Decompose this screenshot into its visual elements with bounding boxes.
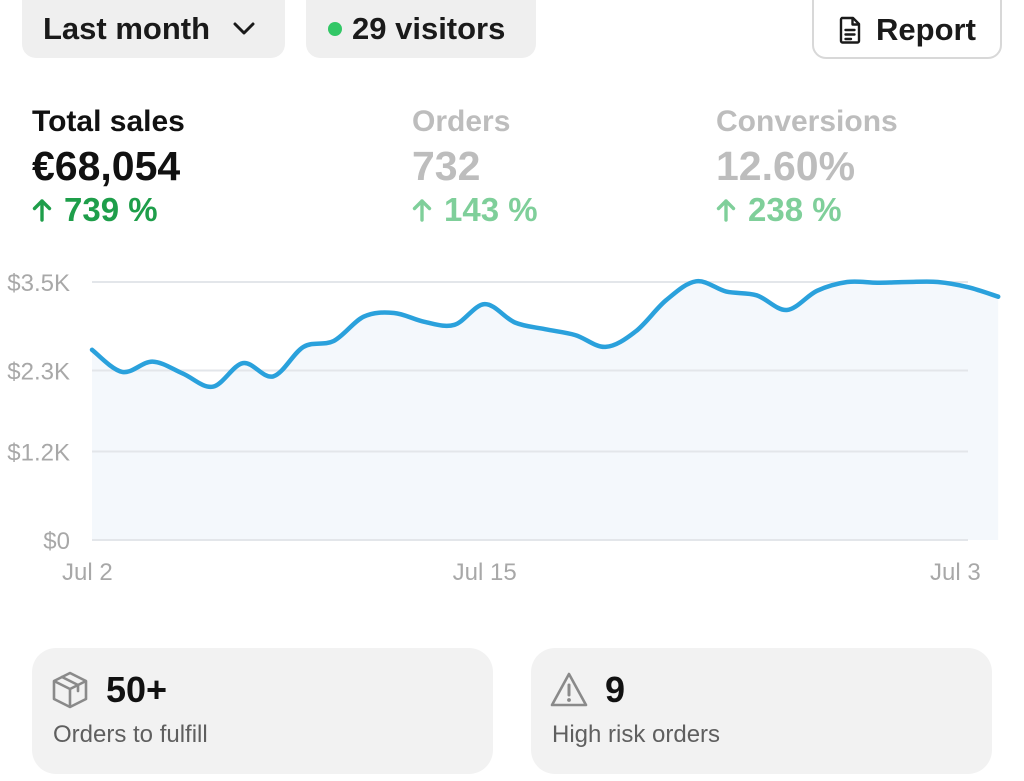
sales-chart[interactable]: $3.5K $2.3K $1.2K $0 Jul 2 Jul 15 Jul 3 (0, 260, 1024, 600)
visitors-count: 29 visitors (352, 11, 506, 46)
y-tick-label: $0 (43, 528, 70, 555)
x-tick-label: Jul 2 (62, 559, 113, 586)
chevron-down-icon (232, 21, 256, 37)
card-value: 9 (605, 669, 626, 710)
metric-value: 12.60% (716, 143, 856, 189)
arrow-up-icon (716, 198, 736, 222)
package-icon (50, 670, 90, 710)
date-range-select[interactable]: Last month (22, 0, 285, 58)
x-tick-label: Jul 3 (930, 559, 981, 586)
report-label: Report (876, 11, 976, 47)
metric-label: Total sales (32, 105, 185, 138)
metric-change-value: 238 % (748, 191, 842, 228)
y-tick-label: $1.2K (7, 440, 70, 467)
metric-change-value: 739 % (64, 191, 158, 228)
metric-label: Conversions (716, 105, 898, 138)
warning-icon (549, 670, 589, 710)
metric-change: 238 % (716, 190, 898, 230)
y-tick-label: $2.3K (7, 358, 70, 385)
high-risk-orders-card[interactable]: 9 High risk orders (531, 648, 992, 774)
arrow-up-icon (412, 198, 432, 222)
live-visitors-badge[interactable]: 29 visitors (306, 0, 536, 58)
report-button[interactable]: Report (812, 0, 1002, 59)
metric-orders[interactable]: Orders 732 143 % (412, 104, 538, 230)
chart-series-line (89, 278, 1001, 390)
chart-area-fill (92, 281, 999, 540)
card-value: 50+ (106, 669, 168, 710)
metric-change: 739 % (32, 190, 185, 230)
document-icon (838, 16, 862, 44)
metric-label: Orders (412, 105, 511, 138)
arrow-up-icon (32, 198, 52, 222)
y-tick-label: $3.5K (7, 270, 70, 297)
x-tick-label: Jul 15 (453, 559, 517, 586)
orders-to-fulfill-card[interactable]: 50+ Orders to fulfill (32, 648, 493, 774)
metric-change-value: 143 % (444, 191, 538, 228)
metric-total-sales[interactable]: Total sales €68,054 739 % (32, 104, 185, 230)
metric-value: 732 (412, 143, 481, 189)
metric-conversions[interactable]: Conversions 12.60% 238 % (716, 104, 898, 230)
metric-value: €68,054 (32, 143, 181, 189)
metric-change: 143 % (412, 190, 538, 230)
live-status-dot-icon (328, 22, 342, 36)
card-label: High risk orders (552, 721, 721, 748)
date-range-label: Last month (43, 11, 211, 46)
card-label: Orders to fulfill (53, 721, 208, 748)
